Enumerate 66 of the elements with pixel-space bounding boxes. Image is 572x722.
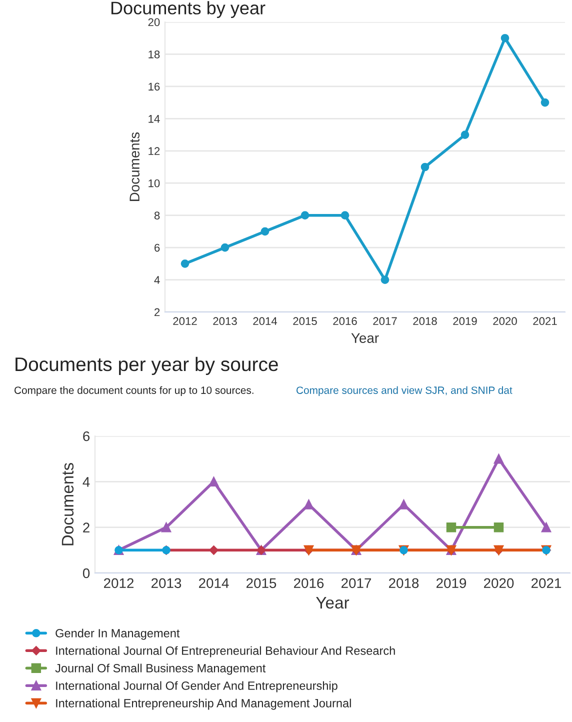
legend-label: Gender In Management	[56, 628, 180, 640]
point	[446, 522, 456, 532]
y-tick-label: 6	[83, 431, 90, 442]
y-tick-label: 12	[148, 147, 160, 155]
y-tick-label: 4	[154, 276, 160, 284]
legend-label: International Entrepreneurship And Management Journal	[56, 698, 351, 710]
x-tick-label: 2021	[532, 578, 562, 588]
x-tick-label: 2020	[484, 578, 514, 588]
y-tick-label: 2	[83, 522, 90, 532]
x-tick-label: 2019	[453, 317, 477, 326]
x-axis-title: Year	[351, 333, 379, 343]
x-tick-label: 2018	[413, 317, 437, 326]
y-tick-label: 14	[148, 115, 160, 123]
point	[500, 34, 510, 42]
y-tick-label: 0	[82, 568, 90, 578]
point	[220, 243, 230, 252]
y-tick-label: 18	[148, 50, 160, 58]
x-tick-label: 2012	[173, 317, 197, 326]
y-tick-label: 16	[148, 82, 160, 91]
point	[180, 260, 190, 268]
x-tick-label: 2013	[152, 578, 182, 588]
point	[208, 476, 219, 487]
legend-label: International Journal Of Entrepreneurial Behaviour And Research	[56, 646, 395, 658]
point	[161, 522, 172, 532]
point	[460, 130, 470, 139]
x-tick-label: 2017	[373, 317, 397, 326]
x-tick-label: 2016	[294, 578, 324, 588]
x-tick-label: 2014	[199, 578, 229, 588]
y-tick-label: 6	[154, 244, 160, 252]
point	[380, 276, 390, 284]
y-axis-title: Documents	[62, 462, 74, 546]
x-tick-label: 2018	[389, 578, 419, 588]
x-tick-label: 2013	[213, 317, 237, 326]
y-tick-label: 10	[148, 179, 160, 188]
point	[540, 98, 550, 107]
point	[304, 500, 314, 510]
point	[209, 546, 218, 555]
x-axis-title: Year	[316, 596, 350, 609]
x-tick-label: 2016	[333, 317, 357, 326]
y-tick-label: 20	[148, 18, 160, 26]
x-tick-label: 2015	[293, 317, 317, 326]
x-tick-label: 2017	[342, 578, 372, 588]
x-tick-label: 2015	[246, 578, 276, 588]
x-tick-label: 2014	[253, 317, 278, 326]
y-tick-label: 4	[82, 477, 90, 487]
y-axis-title: Documents	[130, 132, 140, 201]
y-tick-label: 2	[154, 308, 160, 316]
x-tick-label: 2021	[533, 317, 557, 326]
point	[420, 162, 430, 172]
chart-title: Documents per year by source	[16, 356, 278, 375]
y-tick-label: 8	[154, 212, 160, 220]
x-tick-label: 2012	[104, 578, 134, 588]
chart-title: Documents by year	[111, 1, 266, 18]
point	[300, 211, 310, 220]
point	[494, 454, 504, 464]
legend-label: International Journal Of Gender And Entrepreneurship	[56, 681, 338, 692]
point	[398, 500, 409, 510]
text: Compare sources and view SJR, and SNIP dat	[296, 386, 512, 396]
legend-label: Journal Of Small Business Management	[55, 664, 266, 675]
point	[541, 522, 552, 532]
chart-subtitle: Compare the document counts for up to 10 sources.	[14, 386, 254, 396]
x-tick-label: 2020	[493, 317, 517, 326]
point	[260, 227, 270, 236]
x-tick-label: 2019	[436, 578, 466, 588]
point	[340, 211, 350, 220]
point	[494, 522, 504, 532]
